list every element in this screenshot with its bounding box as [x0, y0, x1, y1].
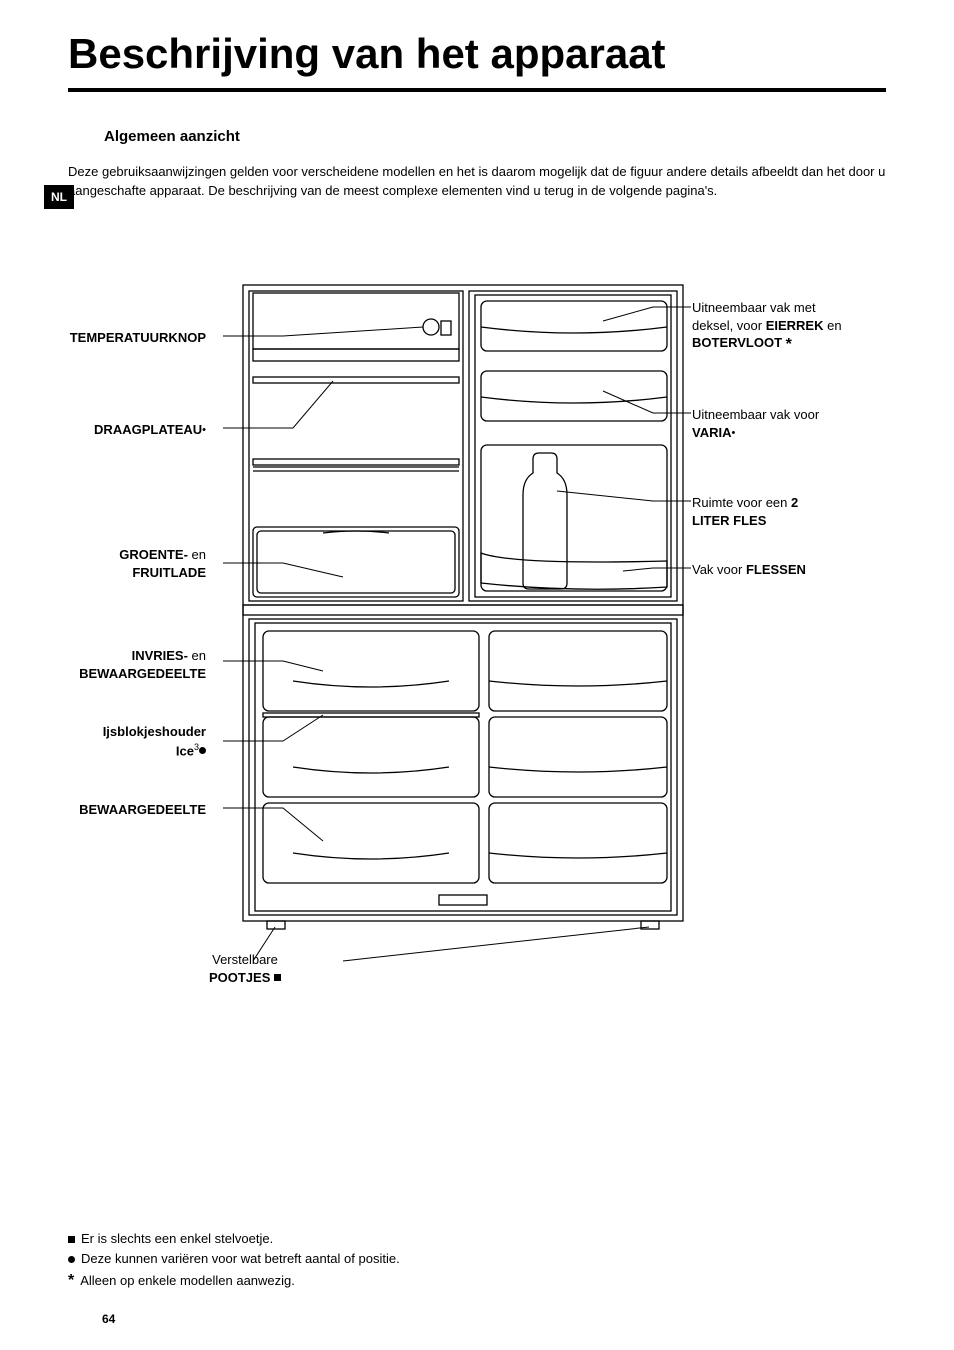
- footnote-dot: Deze kunnen variëren voor wat betreft aa…: [68, 1249, 400, 1269]
- label-shelf: DRAAGPLATEAU•: [26, 421, 206, 439]
- label-bottles: Vak voor FLESSEN: [692, 561, 892, 579]
- page-title: Beschrijving van het apparaat: [68, 30, 886, 78]
- label-freeze-compartment: INVRIES- en BEWAARGEDEELTE: [26, 647, 206, 682]
- label-storage: BEWAARGEDEELTE: [26, 801, 206, 819]
- diagram-area: TEMPERATUURKNOP DRAAGPLATEAU• GROENTE- e…: [68, 281, 886, 1001]
- page-number: 64: [102, 1312, 115, 1326]
- label-ice-tray: Ijsblokjeshouder Ice3: [26, 723, 206, 759]
- language-badge: NL: [44, 185, 74, 209]
- title-rule: [68, 88, 886, 92]
- section-subtitle: Algemeen aanzicht: [104, 128, 886, 145]
- label-egg-butter: Uitneembaar vak met deksel, voor EIERREK…: [692, 299, 892, 356]
- label-temperature-knob: TEMPERATUURKNOP: [26, 329, 206, 347]
- footnote-square: Er is slechts een enkel stelvoetje.: [68, 1229, 400, 1249]
- label-veg-drawer: GROENTE- en FRUITLADE: [26, 546, 206, 581]
- fridge-diagram: [223, 281, 703, 981]
- label-varia: Uitneembaar vak voor VARIA•: [692, 406, 892, 441]
- label-two-liter: Ruimte voor een 2 LITER FLES: [692, 494, 892, 529]
- intro-paragraph: Deze gebruiksaanwijzingen gelden voor ve…: [68, 163, 886, 201]
- footnote-star: *Alleen op enkele modellen aanwezig.: [68, 1269, 400, 1294]
- footnotes: Er is slechts een enkel stelvoetje. Deze…: [68, 1229, 400, 1294]
